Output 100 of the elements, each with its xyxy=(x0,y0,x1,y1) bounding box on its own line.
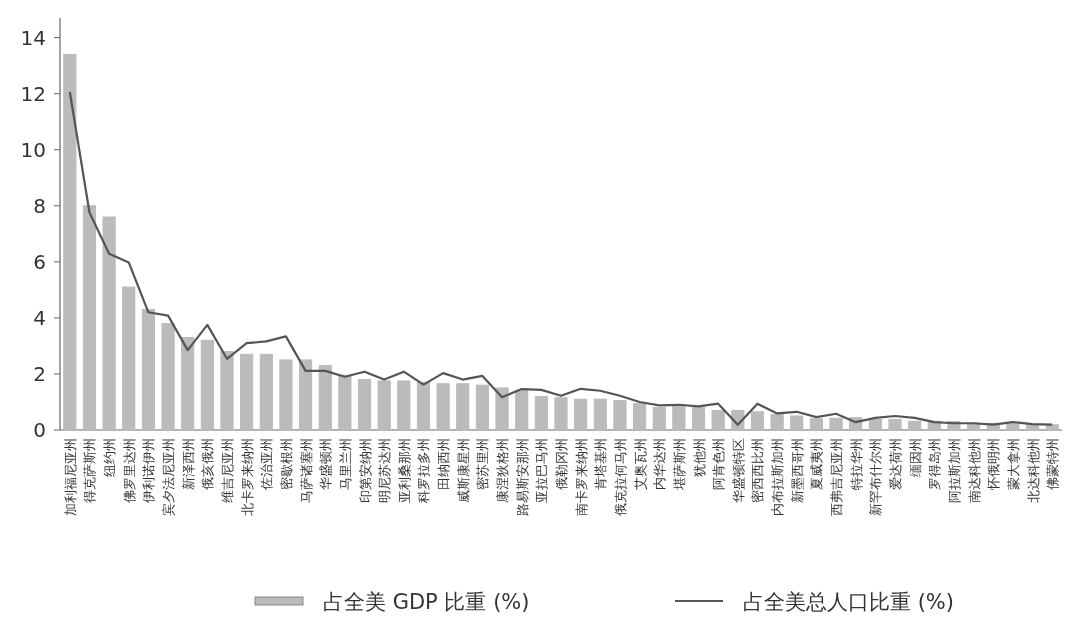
bar xyxy=(1045,424,1059,431)
x-tick-label: 佛蒙特州 xyxy=(1045,438,1061,490)
x-tick-label: 华盛顿州 xyxy=(318,438,334,490)
bar xyxy=(908,420,922,431)
x-tick-label: 亚拉巴马州 xyxy=(534,438,550,503)
bar xyxy=(161,323,175,431)
x-tick-label: 新墨西哥州 xyxy=(789,438,805,503)
bar xyxy=(141,308,155,431)
bar xyxy=(63,53,77,431)
bar xyxy=(397,380,411,431)
bar xyxy=(534,395,548,431)
y-tick-label: 2 xyxy=(33,361,46,386)
bar xyxy=(122,286,136,431)
x-tick-label: 佐治亚州 xyxy=(259,438,275,490)
legend-label: 占全美总人口比重 (%) xyxy=(743,590,955,614)
x-tick-label: 特拉华州 xyxy=(848,438,864,490)
x-tick-label: 印第安纳州 xyxy=(357,438,373,503)
x-tick-label: 俄勒冈州 xyxy=(554,438,569,490)
bar xyxy=(1006,423,1020,431)
x-tick-label: 马萨诸塞州 xyxy=(298,438,314,503)
bar xyxy=(357,379,372,431)
x-tick-label: 佛罗里达州 xyxy=(121,438,137,503)
bar xyxy=(770,414,784,431)
bar xyxy=(102,216,116,431)
x-tick-label: 内布拉斯加州 xyxy=(770,438,786,516)
bar xyxy=(377,380,391,431)
bar xyxy=(790,415,804,431)
bar xyxy=(574,398,588,431)
bar xyxy=(475,384,489,431)
x-tick-label: 亚利桑那州 xyxy=(396,438,412,503)
x-tick-label: 西弗吉尼亚州 xyxy=(829,438,845,516)
bar xyxy=(240,353,254,431)
x-tick-label: 维吉尼亚州 xyxy=(220,438,235,503)
bar xyxy=(279,359,293,431)
bar xyxy=(1025,424,1040,431)
bar xyxy=(495,387,509,431)
bar xyxy=(593,398,607,431)
bar xyxy=(711,409,725,431)
x-tick-label: 罗得岛州 xyxy=(927,438,943,490)
x-tick-label: 得克萨斯州 xyxy=(82,438,98,503)
bar xyxy=(809,418,823,431)
bar xyxy=(259,353,273,431)
x-tick-label: 华盛顿特区 xyxy=(730,438,746,503)
bar xyxy=(436,383,450,431)
y-tick-label: 12 xyxy=(20,81,46,106)
bar xyxy=(181,337,195,431)
bar xyxy=(888,418,902,431)
bar xyxy=(829,417,843,431)
bar xyxy=(633,402,647,431)
y-tick-label: 6 xyxy=(33,249,46,274)
x-tick-label: 加利福尼亚州 xyxy=(62,438,78,516)
x-tick-label: 纽约州 xyxy=(102,438,118,477)
y-tick-label: 14 xyxy=(20,25,46,50)
x-tick-label: 肯塔基州 xyxy=(593,438,609,490)
x-tick-label: 俄亥俄州 xyxy=(200,438,216,490)
x-tick-label: 明尼苏达州 xyxy=(377,438,393,503)
x-tick-label: 新泽西州 xyxy=(180,438,196,490)
x-tick-label: 密西西比州 xyxy=(750,438,766,503)
bar xyxy=(554,397,568,431)
x-tick-label: 宾夕法尼亚州 xyxy=(161,438,177,516)
x-tick-label: 爱达荷州 xyxy=(888,438,903,490)
bar xyxy=(456,383,470,431)
x-tick-label: 俄克拉何马州 xyxy=(612,438,628,516)
x-tick-label: 新罕布什尔州 xyxy=(868,438,884,516)
x-tick-label: 阿肯色州 xyxy=(711,438,727,490)
x-tick-label: 伊利诺伊州 xyxy=(141,438,157,503)
bar xyxy=(220,351,234,431)
x-tick-label: 密歇根州 xyxy=(278,438,294,490)
bar xyxy=(613,400,627,431)
bar xyxy=(416,381,431,431)
bar xyxy=(82,205,97,431)
legend-label: 占全美 GDP 比重 (%) xyxy=(323,590,530,614)
x-tick-label: 威斯康星州 xyxy=(455,438,471,503)
x-tick-label: 路易斯安那州 xyxy=(514,438,530,516)
x-tick-label: 缅因州 xyxy=(907,438,923,477)
x-tick-label: 马里兰州 xyxy=(337,438,353,490)
y-tick-label: 8 xyxy=(33,193,46,218)
bar xyxy=(515,390,529,431)
bar xyxy=(652,407,666,431)
x-tick-label: 科罗拉多州 xyxy=(416,438,432,503)
bar xyxy=(868,418,882,431)
x-tick-label: 夏威夷州 xyxy=(809,438,825,490)
x-tick-label: 南达科他州 xyxy=(966,438,982,503)
x-tick-label: 北达科他州 xyxy=(1025,438,1041,503)
y-tick-label: 0 xyxy=(33,418,46,442)
x-tick-label: 田纳西州 xyxy=(436,438,452,490)
x-tick-label: 康涅狄格州 xyxy=(495,438,511,503)
x-tick-label: 内华达州 xyxy=(652,438,668,490)
x-tick-label: 堪萨斯州 xyxy=(671,438,687,491)
x-tick-label: 南卡罗来纳州 xyxy=(573,438,589,516)
x-tick-label: 怀俄明州 xyxy=(986,438,1002,491)
x-tick-label: 蒙大拿州 xyxy=(1005,438,1021,490)
bar xyxy=(750,411,765,431)
x-tick-label: 阿拉斯加州 xyxy=(946,438,962,503)
x-tick-label: 北卡罗来纳州 xyxy=(239,438,255,516)
x-tick-label: 犹他州 xyxy=(691,438,707,477)
bar xyxy=(318,365,332,431)
x-tick-label: 密苏里州 xyxy=(475,438,491,490)
bar xyxy=(200,339,214,431)
bar xyxy=(299,359,313,431)
